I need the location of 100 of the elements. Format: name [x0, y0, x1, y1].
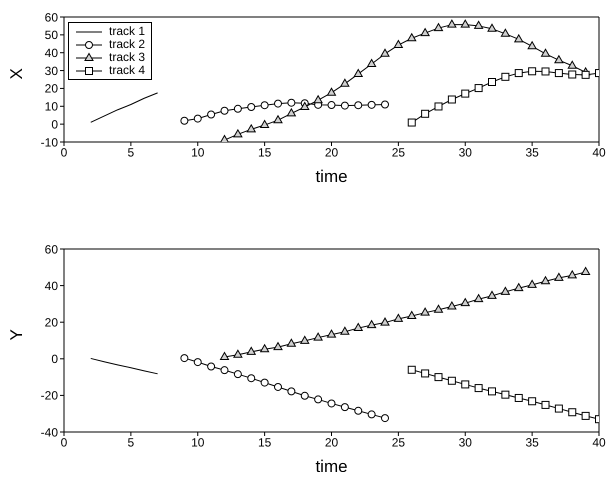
- point: [354, 406, 362, 415]
- x-tick-label: 0: [60, 436, 68, 450]
- point: [461, 380, 470, 388]
- point: [286, 338, 296, 347]
- point: [233, 129, 242, 138]
- point: [274, 342, 282, 350]
- y-axis-title: Y: [7, 329, 26, 340]
- point: [434, 23, 443, 32]
- point: [368, 100, 376, 109]
- line-series: [90, 92, 158, 123]
- point: [474, 20, 484, 29]
- point: [514, 69, 523, 78]
- x-tick-label: 40: [592, 436, 606, 450]
- x-tick-label: 5: [128, 146, 135, 160]
- point: [514, 394, 523, 402]
- point: [448, 376, 456, 385]
- point: [434, 304, 443, 313]
- point: [394, 40, 403, 48]
- point: [582, 412, 590, 420]
- point: [568, 270, 577, 278]
- x-tick-label: 15: [258, 146, 272, 160]
- point: [340, 403, 349, 412]
- point: [568, 408, 576, 416]
- x-tick-label: 5: [128, 436, 135, 450]
- point: [554, 69, 563, 78]
- point: [500, 28, 510, 37]
- y-tick-label: 50: [44, 28, 58, 42]
- x-tick-label: 10: [191, 146, 205, 160]
- point: [421, 369, 430, 378]
- point: [207, 362, 216, 370]
- point: [474, 384, 483, 392]
- point: [528, 67, 536, 76]
- point: [500, 286, 510, 295]
- point: [260, 378, 269, 387]
- point: [367, 320, 376, 328]
- point: [220, 106, 228, 115]
- point: [314, 395, 322, 404]
- x-tick-label: 25: [392, 436, 406, 450]
- x-tick-label: 10: [191, 436, 205, 450]
- point: [340, 326, 350, 335]
- point: [246, 124, 256, 132]
- legend-label: track 1: [109, 24, 146, 38]
- x-tick-label: 15: [258, 436, 272, 450]
- point: [541, 48, 550, 57]
- y-tick-label: 60: [44, 10, 58, 24]
- point: [314, 332, 323, 341]
- x-tick-label: 0: [60, 146, 68, 160]
- point: [554, 272, 564, 281]
- point: [381, 414, 389, 422]
- point: [568, 60, 577, 69]
- y-tick-label: 30: [44, 64, 58, 78]
- point: [447, 301, 456, 310]
- point: [220, 366, 228, 374]
- point: [368, 410, 376, 418]
- point: [528, 41, 537, 50]
- point: [381, 100, 389, 108]
- point: [407, 33, 416, 42]
- point: [408, 118, 416, 127]
- y-tick-label: 40: [44, 46, 58, 60]
- point: [380, 318, 390, 326]
- point: [367, 58, 376, 67]
- x-tick-label: 30: [458, 436, 472, 450]
- point: [474, 84, 483, 92]
- point: [407, 310, 416, 319]
- point: [460, 20, 470, 28]
- point: [194, 358, 202, 366]
- point: [220, 352, 229, 360]
- point: [274, 100, 282, 108]
- point: [354, 323, 363, 332]
- point: [234, 370, 242, 378]
- y-tick-label: 20: [44, 315, 58, 330]
- point: [554, 404, 563, 413]
- point: [542, 400, 550, 409]
- point: [260, 344, 270, 352]
- point: [447, 20, 456, 28]
- point: [287, 387, 296, 396]
- point: [340, 78, 350, 87]
- point: [274, 382, 282, 391]
- point: [581, 267, 590, 276]
- point: [514, 34, 524, 42]
- legend-label: track 2: [109, 37, 146, 51]
- point: [434, 102, 442, 110]
- y-tick-label: -10: [40, 135, 58, 150]
- point: [340, 102, 349, 110]
- x-tick-label: 40: [592, 146, 606, 160]
- point: [528, 397, 536, 406]
- point: [488, 290, 496, 299]
- point: [582, 70, 590, 79]
- legend-label: track 4: [109, 63, 146, 77]
- point: [488, 24, 496, 32]
- point: [501, 390, 510, 399]
- y-tick-label: 40: [44, 278, 58, 293]
- x-tick-label: 30: [458, 146, 472, 160]
- y-tick-label: 20: [44, 82, 58, 96]
- point: [300, 392, 309, 400]
- legend-label: track 3: [109, 50, 146, 64]
- point: [488, 78, 496, 86]
- point: [554, 55, 564, 64]
- point: [180, 354, 188, 362]
- point: [421, 110, 430, 118]
